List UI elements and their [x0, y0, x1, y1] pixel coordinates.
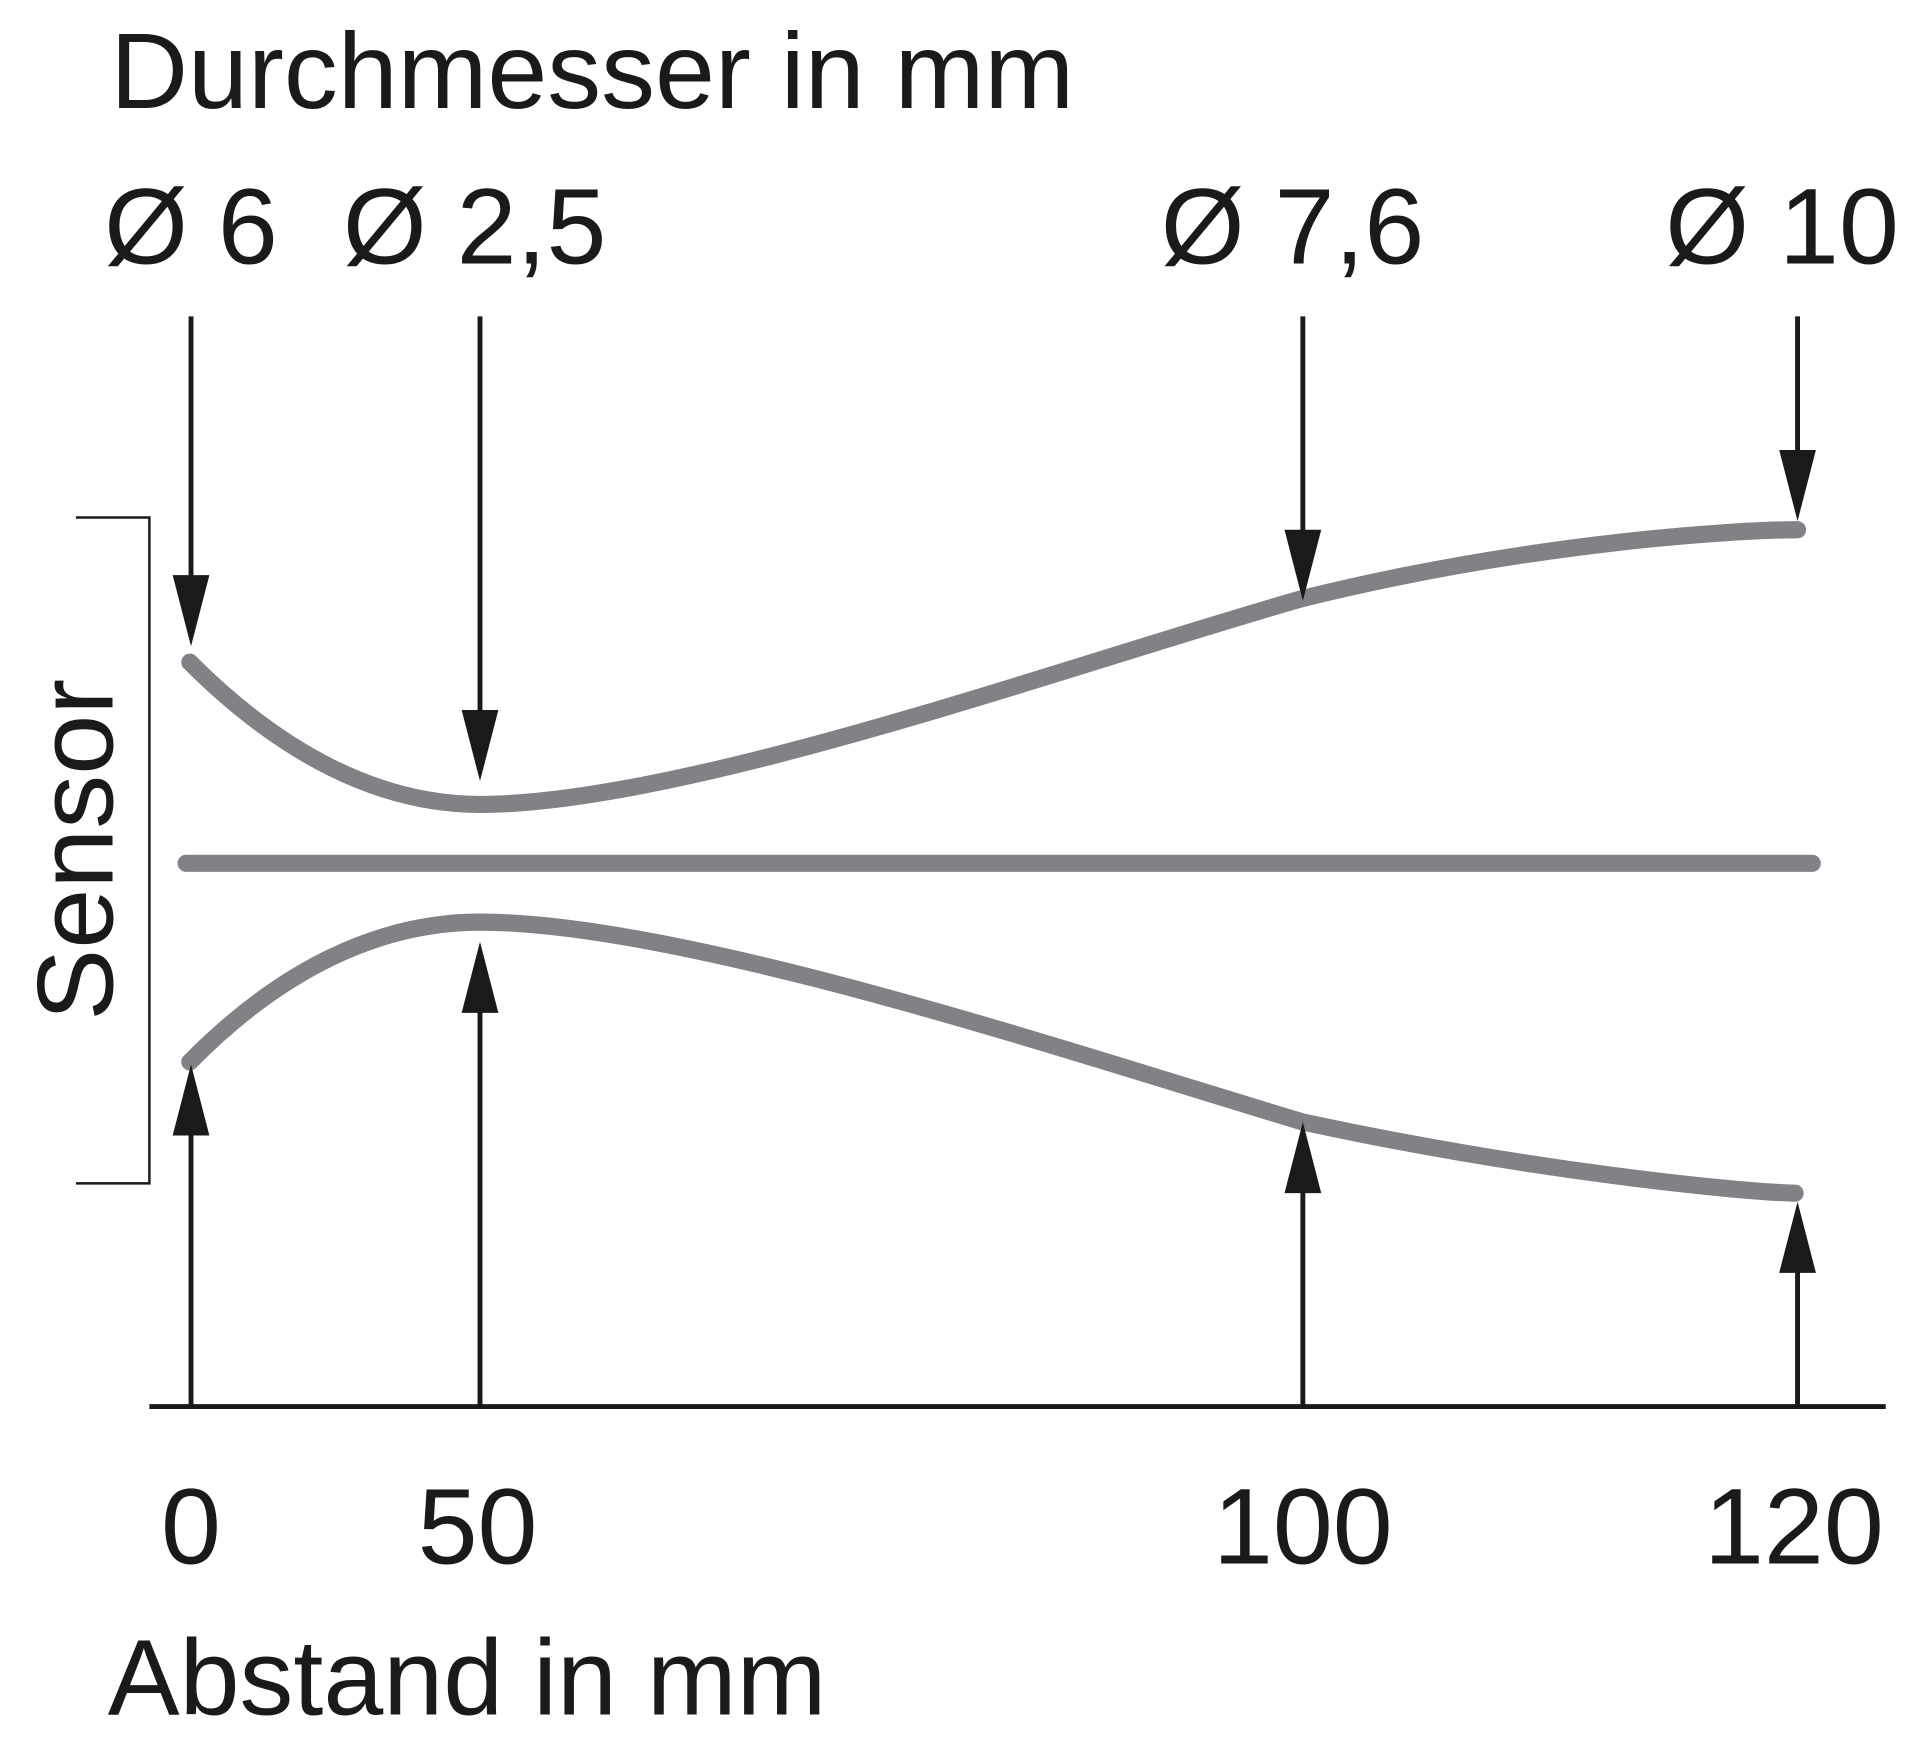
diameter-label: Ø 7,6	[1161, 166, 1425, 287]
distance-label: 120	[1704, 1465, 1884, 1586]
diameter-label: Ø 6	[104, 166, 278, 287]
diameter-label: Ø 10	[1665, 166, 1899, 287]
arrows	[172, 316, 1816, 1407]
distance-label: 50	[418, 1465, 538, 1586]
sensor-label: Sensor	[15, 679, 136, 1021]
title: Durchmesser in mm	[110, 10, 1074, 131]
arrow-head	[1284, 1122, 1322, 1194]
arrow-head	[172, 1064, 210, 1136]
beam-upper	[181, 521, 1807, 814]
arrow-head	[172, 575, 210, 647]
arrow-head	[1779, 1201, 1816, 1273]
arrow-head	[1779, 450, 1816, 522]
beam-lower	[181, 913, 1804, 1202]
arrow-head	[461, 941, 499, 1013]
distance-label: 100	[1213, 1465, 1393, 1586]
arrow-head	[461, 710, 499, 782]
arrow-head	[1284, 529, 1322, 601]
distance-label: 0	[161, 1465, 221, 1586]
sensor-bracket	[75, 516, 151, 1185]
x-axis-label: Abstand in mm	[108, 1616, 827, 1737]
diameter-label: Ø 2,5	[343, 166, 607, 287]
